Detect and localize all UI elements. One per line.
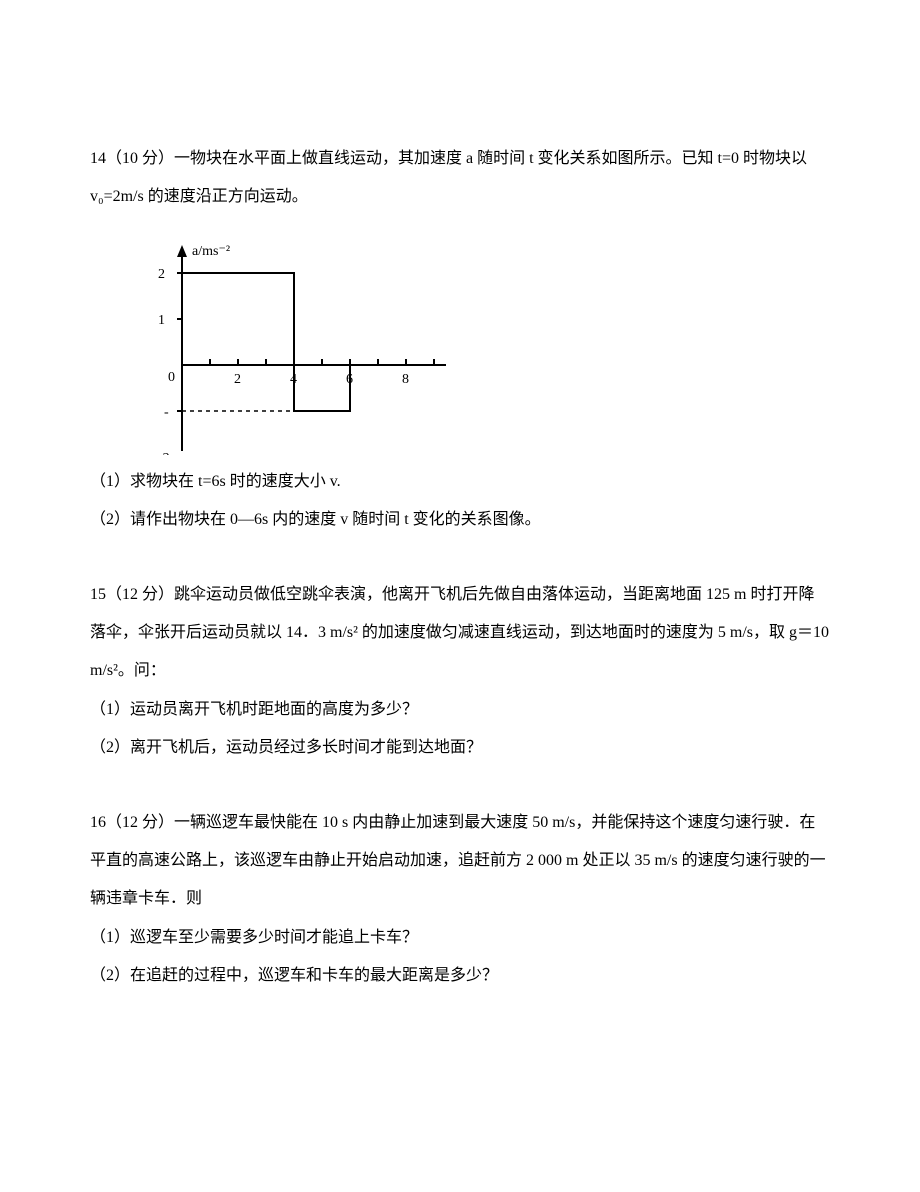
svg-text:2: 2 [234,372,241,387]
svg-text:-2: -2 [158,451,170,455]
svg-text:0: 0 [168,370,175,385]
p16-head: 16（12 分）一辆巡逻车最快能在 10 s 内由静止加速到最大速度 50 m/… [90,804,830,919]
p14-chart: a/ms⁻²t/s-212-02468 [126,225,830,455]
svg-text:8: 8 [402,372,409,387]
p16-q1: （1）巡逻车至少需要多少时间才能追上卡车？ [90,919,830,957]
p14-q1: （1）求物块在 t=6s 时的速度大小 v. [90,463,830,501]
p14-head: 14（10 分）一物块在水平面上做直线运动，其加速度 a 随时间 t 变化关系如… [90,140,830,217]
svg-text:-: - [164,405,169,420]
problem-15: 15（12 分）跳伞运动员做低空跳伞表演，他离开飞机后先做自由落体运动，当距离地… [90,576,830,768]
p16-q2: （2）在追赶的过程中，巡逻车和卡车的最大距离是多少？ [90,957,830,995]
svg-text:1: 1 [158,313,165,328]
problem-16: 16（12 分）一辆巡逻车最快能在 10 s 内由静止加速到最大速度 50 m/… [90,804,830,996]
a-t-chart: a/ms⁻²t/s-212-02468 [126,225,446,455]
svg-text:2: 2 [158,267,165,282]
problem-14: 14（10 分）一物块在水平面上做直线运动，其加速度 a 随时间 t 变化关系如… [90,140,830,540]
p15-q2: （2）离开飞机后，运动员经过多长时间才能到达地面？ [90,729,830,767]
p15-q1: （1）运动员离开飞机时距地面的高度为多少？ [90,691,830,729]
p15-head: 15（12 分）跳伞运动员做低空跳伞表演，他离开飞机后先做自由落体运动，当距离地… [90,576,830,691]
svg-text:a/ms⁻²: a/ms⁻² [192,244,230,259]
p14-q2: （2）请作出物块在 0—6s 内的速度 v 随时间 t 变化的关系图像。 [90,501,830,539]
